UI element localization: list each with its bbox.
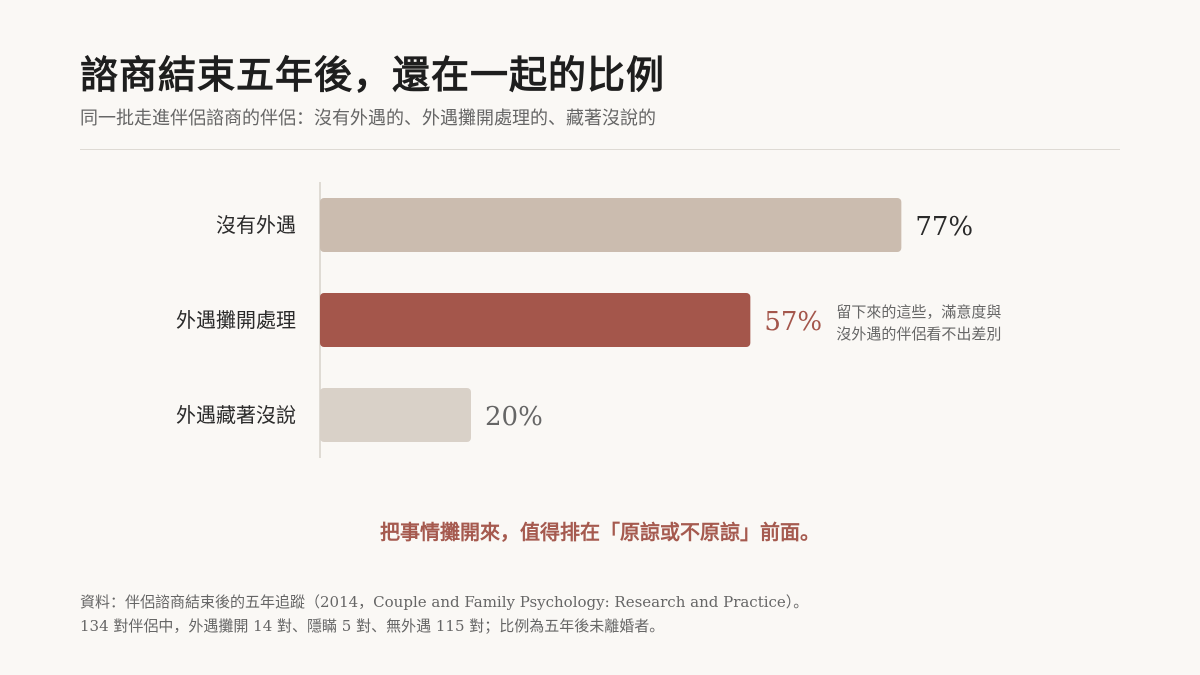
bar-chart: 沒有外遇 77% 外遇攤開處理 57% 留下來的這些，滿意度與沒外遇的伴侶看不出差別外遇… bbox=[176, 182, 1001, 458]
bar-annotation: 留下來的這些，滿意度與 bbox=[836, 303, 1001, 321]
category-label: 沒有外遇 bbox=[216, 213, 296, 237]
bar bbox=[320, 388, 471, 442]
bar-annotation: 沒外遇的伴侶看不出差別 bbox=[836, 325, 1001, 343]
category-label: 外遇藏著沒說 bbox=[176, 403, 296, 427]
chart-title: 諮商結束五年後，還在一起的比例 bbox=[80, 52, 666, 97]
source-line-2: 134 對伴侶中，外遇攤開 14 對、隱瞞 5 對、無外遇 115 對；比例為五… bbox=[80, 617, 665, 635]
takeaway-text: 把事情攤開來，值得排在「原諒或不原諒」前面。 bbox=[380, 520, 820, 544]
category-label: 外遇攤開處理 bbox=[176, 308, 296, 332]
header-divider bbox=[80, 149, 1120, 150]
source-line-1: 資料：伴侶諮商結束後的五年追蹤（2014，Couple and Family P… bbox=[80, 593, 809, 611]
bar bbox=[320, 293, 751, 347]
value-label: 20% bbox=[485, 402, 543, 432]
chart-subtitle: 同一批走進伴侶諮商的伴侶：沒有外遇的、外遇攤開處理的、藏著沒說的 bbox=[80, 108, 656, 129]
source-note: 資料：伴侶諮商結束後的五年追蹤（2014，Couple and Family P… bbox=[80, 590, 808, 638]
bar bbox=[320, 198, 902, 252]
value-label: 77% bbox=[915, 212, 973, 242]
value-label: 57% bbox=[764, 307, 822, 337]
